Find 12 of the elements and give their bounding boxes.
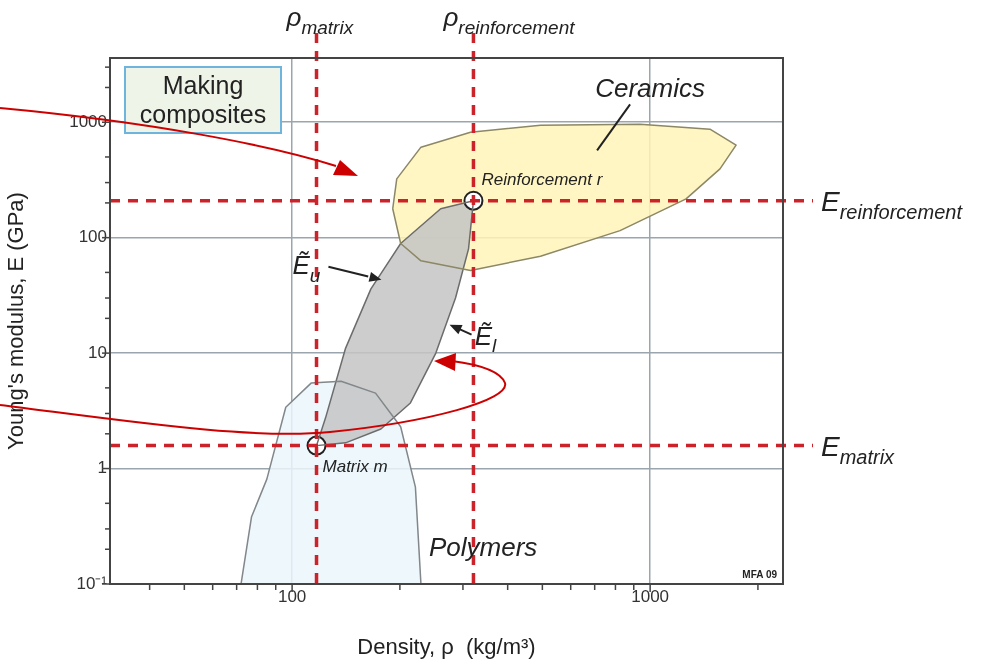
- series-label: Ceramics: [595, 72, 705, 103]
- annotation: MFA 09: [742, 568, 778, 580]
- y-tick-label: 10: [88, 342, 107, 362]
- x-axis-title: Density, ρ (kg/m³): [357, 633, 536, 659]
- series-label: Matrix m: [322, 457, 388, 477]
- series-label: Reinforcement r: [481, 170, 604, 190]
- y-tick-label: 1: [97, 458, 107, 478]
- y-tick-label: 100: [78, 227, 107, 247]
- y-tick-label: 10⁻¹: [76, 573, 108, 593]
- series-label: Polymers: [428, 532, 538, 563]
- y-axis-title: Young's modulus, E (GPa): [3, 192, 29, 450]
- text: Making composites: [124, 66, 282, 134]
